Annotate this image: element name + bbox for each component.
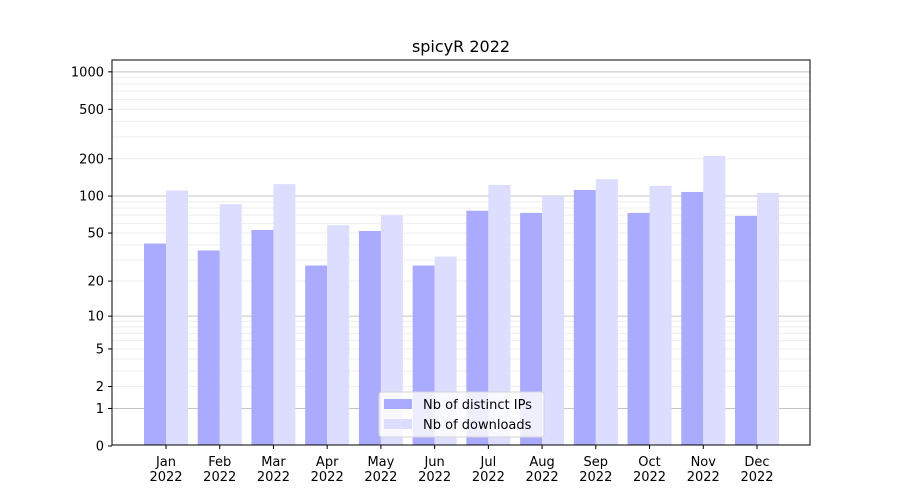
- bar-ips: [305, 265, 328, 445]
- bar-downloads: [488, 184, 511, 445]
- y-tick-label: 0: [96, 440, 104, 455]
- x-tick-label: May: [367, 455, 394, 470]
- bar-ips: [520, 212, 543, 445]
- x-tick-label: 2022: [149, 470, 182, 485]
- x-tick-label: 2022: [203, 470, 236, 485]
- x-tick-label: Apr: [316, 455, 339, 470]
- y-tick-label: 50: [87, 227, 104, 242]
- legend-box: [378, 391, 545, 438]
- x-tick-label: 2022: [311, 470, 344, 485]
- x-tick-label: Jul: [480, 455, 497, 470]
- x-tick-label: Feb: [208, 455, 231, 470]
- x-tick-label: 2022: [418, 470, 451, 485]
- bar-downloads: [703, 155, 726, 445]
- legend-label: Nb of distinct IPs: [423, 398, 532, 413]
- x-tick-label: 2022: [687, 470, 720, 485]
- bar-downloads: [166, 190, 188, 445]
- bar-downloads: [595, 179, 618, 445]
- bar-ips: [358, 230, 381, 445]
- x-tick-label: 2022: [579, 470, 612, 485]
- bar-downloads: [380, 215, 403, 445]
- x-tick-label: 2022: [633, 470, 666, 485]
- legend: Nb of distinct IPs Nb of downloads: [378, 391, 545, 438]
- bar-ips: [573, 189, 596, 445]
- x-tick-label: Nov: [691, 455, 717, 470]
- legend-swatch: [384, 399, 412, 409]
- y-tick-label: 500: [79, 103, 104, 118]
- x-tick-label: 2022: [472, 470, 505, 485]
- x-tick-label: 2022: [740, 470, 773, 485]
- x-tick-label: 2022: [257, 470, 290, 485]
- y-tick-label: 200: [79, 152, 104, 167]
- x-tick-label: Jan: [155, 455, 176, 470]
- y-tick-label: 10: [87, 310, 104, 325]
- x-tick-label: Jun: [423, 455, 444, 470]
- bar-ips: [735, 215, 757, 445]
- plot-frame: [111, 59, 811, 446]
- x-tick-label: Dec: [744, 455, 769, 470]
- bar-downloads: [273, 184, 296, 445]
- bar-ips: [466, 210, 489, 445]
- bar-ips: [197, 250, 220, 445]
- y-tick-label: 1000: [71, 65, 104, 80]
- bar-downloads: [327, 225, 350, 445]
- y-tick-label: 1: [96, 402, 104, 417]
- bar-ips: [144, 243, 166, 445]
- y-tick-label: 2: [96, 380, 104, 395]
- bar-downloads: [542, 196, 565, 445]
- bar-downloads: [757, 192, 779, 445]
- y-tick-label: 20: [87, 275, 104, 290]
- x-tick-label: 2022: [526, 470, 559, 485]
- bar-ips: [251, 229, 274, 445]
- axes: Jan2022Feb2022Mar2022Apr2022May2022Jun20…: [71, 59, 811, 485]
- bars: [144, 155, 779, 445]
- x-tick-label: Oct: [638, 455, 660, 470]
- legend-label: Nb of downloads: [423, 418, 532, 433]
- y-tick-label: 100: [79, 190, 104, 205]
- bar-ips: [627, 212, 650, 445]
- x-tick-label: Aug: [529, 455, 554, 470]
- y-tick-label: 5: [96, 342, 104, 357]
- bar-ips: [681, 191, 704, 445]
- chart-title: spicyR 2022: [412, 37, 510, 56]
- legend-swatch: [384, 419, 412, 429]
- bar-downloads: [649, 185, 672, 445]
- x-tick-label: 2022: [364, 470, 397, 485]
- bar-downloads: [219, 204, 242, 445]
- x-tick-label: Sep: [584, 455, 609, 470]
- x-tick-label: Mar: [261, 455, 286, 470]
